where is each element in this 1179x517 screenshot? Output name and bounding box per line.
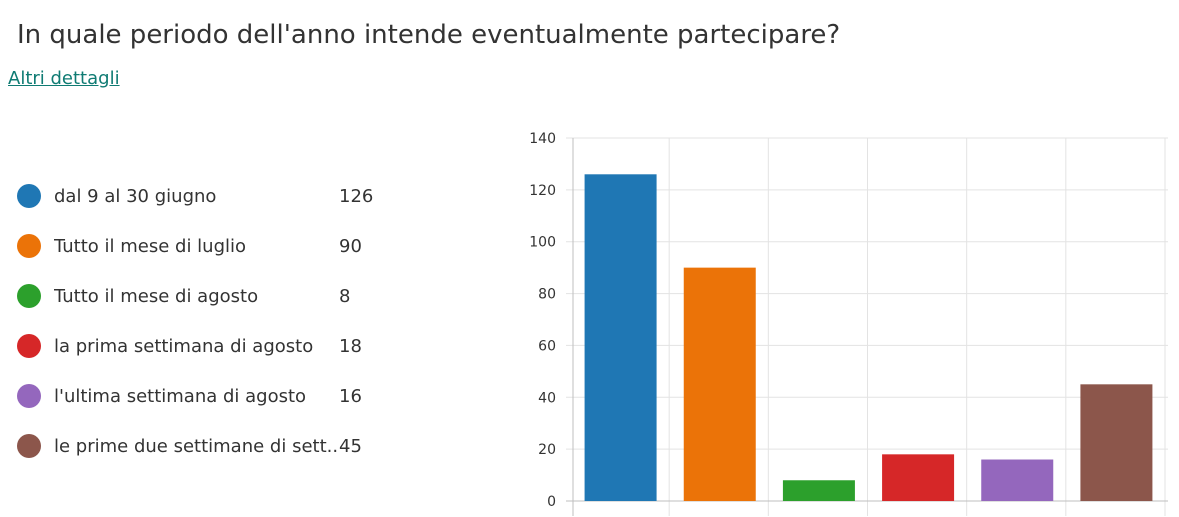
legend-swatch [17, 434, 41, 458]
legend-count: 45 [339, 435, 362, 457]
bar [683, 267, 756, 501]
bar [1080, 384, 1153, 501]
bar [782, 480, 855, 501]
y-tick-label: 120 [529, 183, 556, 199]
legend-item: Tutto il mese di luglio 90 [17, 221, 437, 271]
legend-label: la prima settimana di agosto [54, 335, 314, 357]
legend-label: Tutto il mese di agosto [54, 285, 259, 307]
legend-label: l'ultima settimana di agosto [54, 385, 307, 407]
legend-swatch [17, 334, 41, 358]
chart-legend: dal 9 al 30 giugno 126 Tutto il mese di … [17, 171, 437, 471]
legend-swatch [17, 384, 41, 408]
bar [882, 454, 955, 501]
legend-label: dal 9 al 30 giugno [54, 185, 217, 207]
legend-swatch [17, 184, 41, 208]
legend-item: Tutto il mese di agosto 8 [17, 271, 437, 321]
y-tick-label: 100 [529, 235, 556, 251]
bar [981, 459, 1054, 501]
question-title: In quale periodo dell'anno intende event… [17, 20, 841, 50]
y-tick-label: 80 [538, 287, 556, 303]
y-tick-label: 0 [547, 494, 556, 510]
legend-count: 8 [339, 285, 351, 307]
legend-count: 16 [339, 385, 362, 407]
legend-count: 90 [339, 235, 362, 257]
legend-item: dal 9 al 30 giugno 126 [17, 171, 437, 221]
legend-swatch [17, 234, 41, 258]
legend-label: Tutto il mese di luglio [54, 235, 247, 257]
legend-count: 18 [339, 335, 362, 357]
legend-label: le prime due settimane di sett... [54, 435, 339, 457]
y-tick-label: 140 [529, 131, 556, 147]
legend-item: la prima settimana di agosto 18 [17, 321, 437, 371]
legend-swatch [17, 284, 41, 308]
y-tick-label: 40 [538, 390, 556, 406]
legend-count: 126 [339, 185, 374, 207]
bar [584, 174, 657, 502]
legend-item: le prime due settimane di sett... 45 [17, 421, 437, 471]
y-tick-label: 60 [538, 338, 556, 354]
details-link[interactable]: Altri dettagli [8, 68, 120, 89]
y-tick-label: 20 [538, 442, 556, 458]
legend-item: l'ultima settimana di agosto 16 [17, 371, 437, 421]
